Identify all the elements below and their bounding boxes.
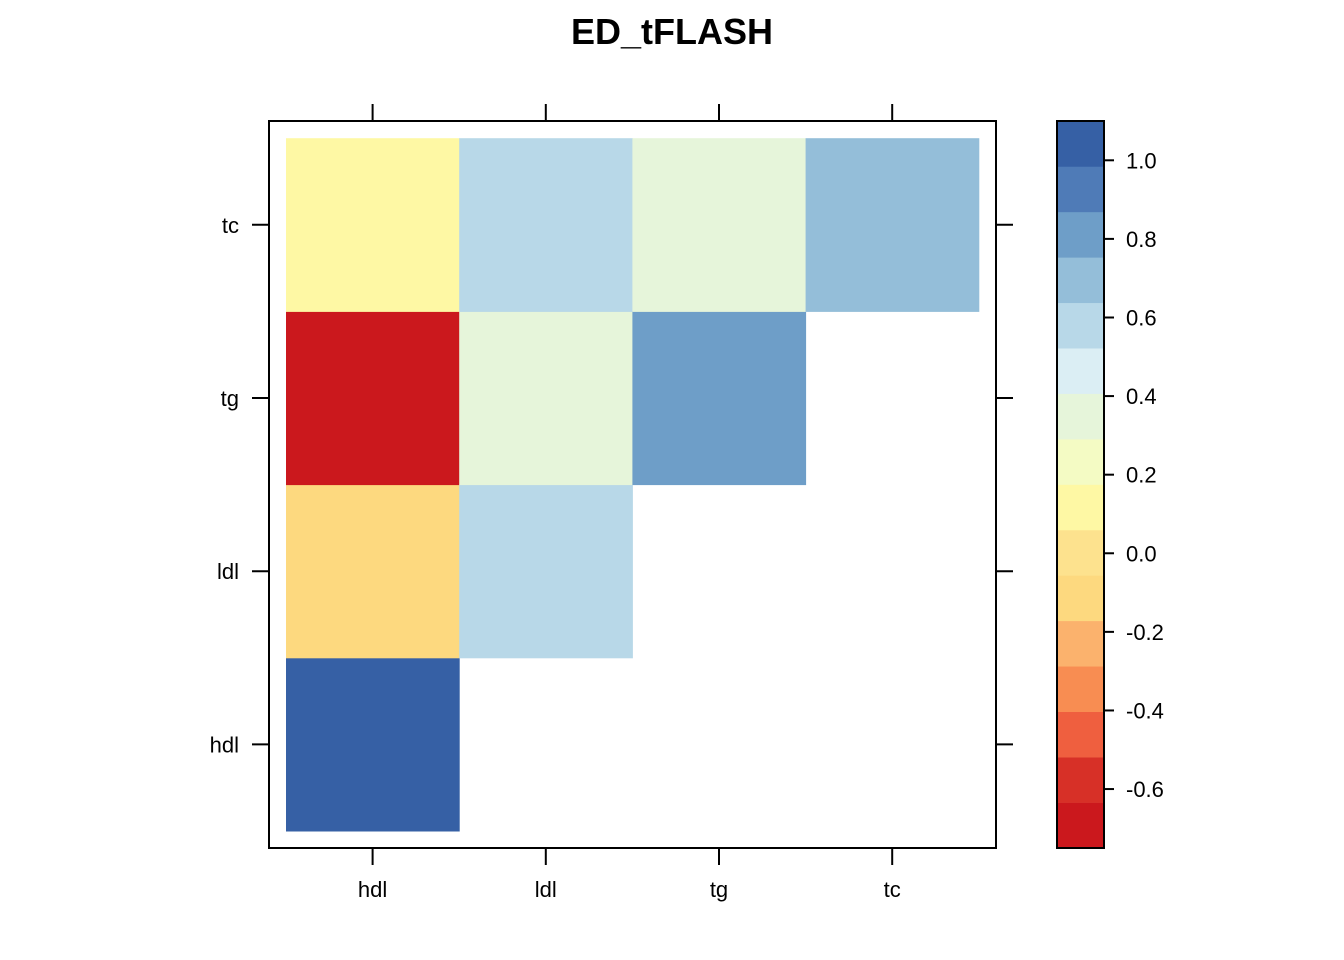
heatmap-cell-tg-tc <box>632 138 807 312</box>
colorbar-band <box>1057 711 1104 758</box>
heatmap-cell-hdl-hdl <box>286 657 460 832</box>
heatmap-cell-ldl-tg <box>459 311 633 486</box>
heatmap-cell-tg-tg <box>632 311 807 486</box>
colorbar-tick-label: -0.6 <box>1126 777 1164 802</box>
heatmap-cell-ldl-ldl <box>459 484 633 659</box>
x-tick-label-ldl: ldl <box>535 877 557 902</box>
colorbar-band <box>1057 393 1104 440</box>
colorbar-frame <box>1056 120 1105 849</box>
chart-title: ED_tFLASH <box>571 11 773 52</box>
colorbar-band <box>1057 620 1104 667</box>
colorbar-tick-label: -0.4 <box>1126 698 1164 723</box>
heatmap-cell-ldl-tc <box>459 138 633 312</box>
colorbar-band <box>1057 666 1104 712</box>
heatmap-cells <box>286 138 980 832</box>
colorbar-tick-label: 0.8 <box>1126 227 1157 252</box>
x-tick-label-hdl: hdl <box>358 877 387 902</box>
colorbar-tick-label: -0.2 <box>1126 620 1164 645</box>
colorbar-tick-label: 1.0 <box>1126 148 1157 173</box>
heatmap-cell-hdl-ldl <box>286 484 460 659</box>
colorbar: 1.0 0.8 0.6 0.4 0.2 0.0 -0.2 -0.4 -0.6 <box>1056 120 1164 849</box>
colorbar-band <box>1057 757 1104 803</box>
heatmap-cell-tc-tc <box>805 138 980 312</box>
x-tick-label-tg: tg <box>710 877 728 902</box>
heatmap-cell-hdl-tg <box>286 311 460 486</box>
y-tick-label-ldl: ldl <box>217 559 239 584</box>
colorbar-band <box>1057 575 1104 622</box>
colorbar-band <box>1057 802 1104 849</box>
y-tick-label-tc: tc <box>222 213 239 238</box>
colorbar-band <box>1057 211 1104 258</box>
axes: hdl ldl tg tc hdl ldl tg tc <box>210 104 1013 902</box>
colorbar-tick-label: 0.4 <box>1126 384 1157 409</box>
colorbar-band <box>1057 529 1104 576</box>
colorbar-band <box>1057 484 1104 531</box>
colorbar-band <box>1057 257 1104 304</box>
plot-frame <box>268 120 997 849</box>
colorbar-band <box>1057 121 1104 167</box>
colorbar-tick-label: 0.6 <box>1126 305 1157 330</box>
colorbar-band <box>1057 302 1104 349</box>
colorbar-band <box>1057 348 1104 394</box>
colorbar-tick-label: 0.0 <box>1126 541 1157 566</box>
y-tick-label-tg: tg <box>221 386 239 411</box>
colorbar-band <box>1057 439 1104 485</box>
y-tick-label-hdl: hdl <box>210 732 239 757</box>
colorbar-band <box>1057 166 1104 213</box>
heatmap-cell-hdl-tc <box>286 138 460 312</box>
colorbar-tick-label: 0.2 <box>1126 463 1157 488</box>
x-tick-label-tc: tc <box>884 877 901 902</box>
